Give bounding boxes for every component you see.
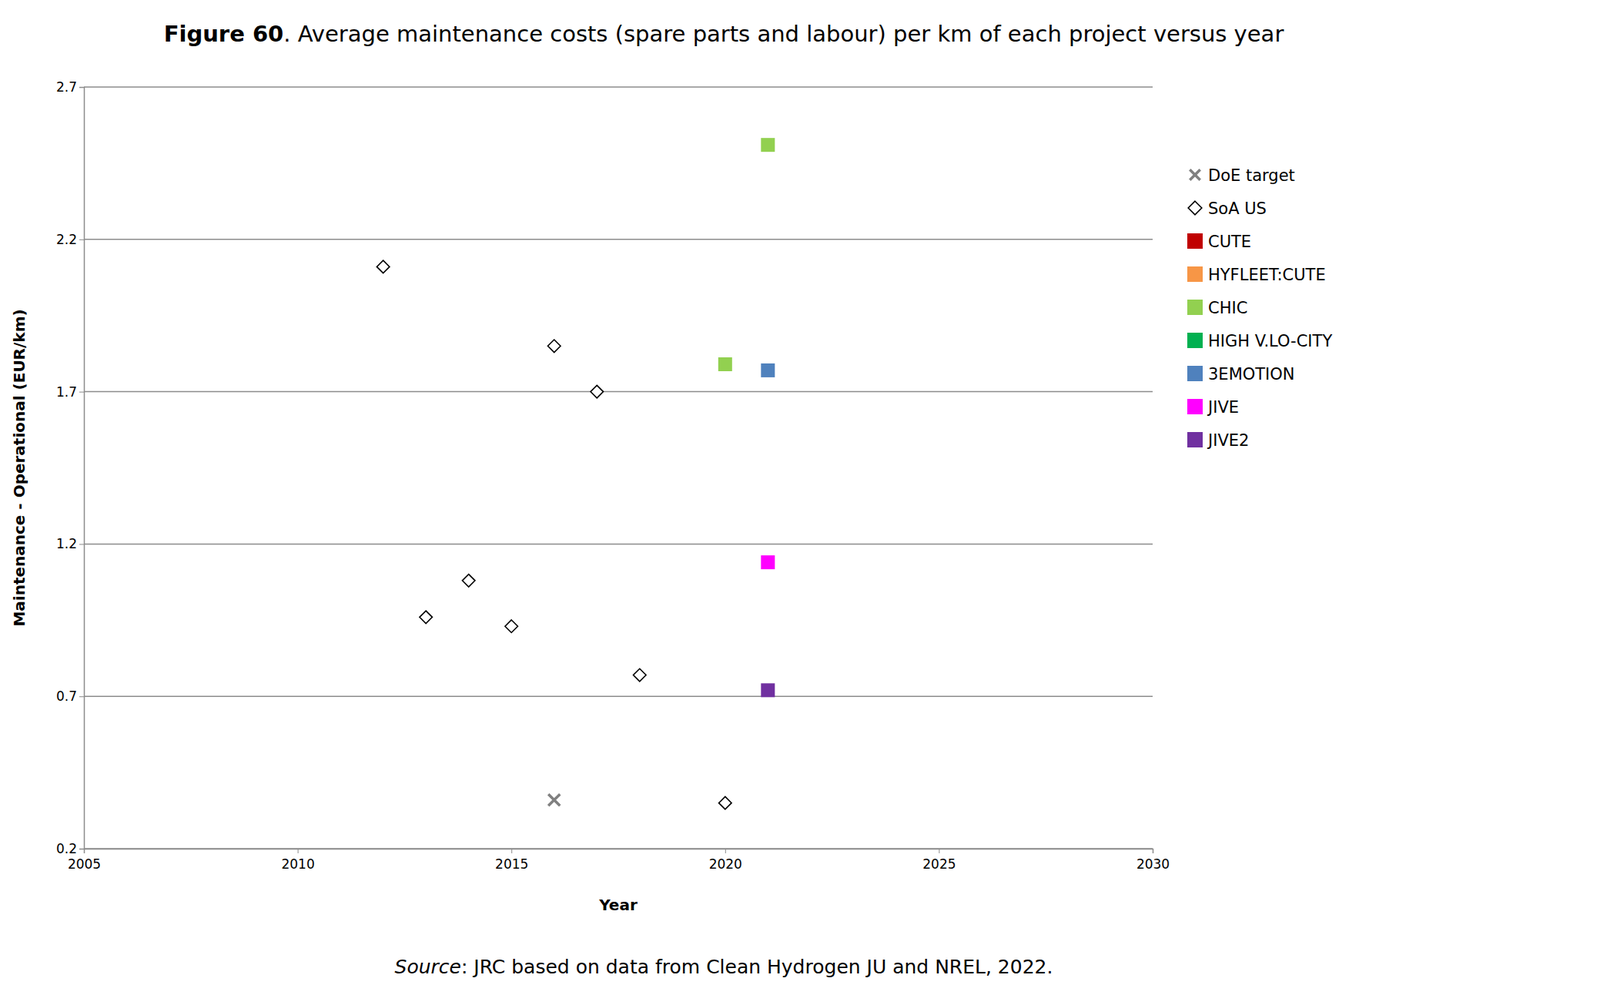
legend-item: CHIC: [1187, 298, 1248, 318]
series: [760, 363, 775, 378]
legend-swatch: [1187, 332, 1203, 349]
y-tick-label: 2.7: [56, 79, 77, 95]
point: [419, 610, 433, 624]
legend-swatch: [1187, 398, 1203, 415]
legend-item: DoE target: [1189, 166, 1296, 185]
y-tick-label: 2.2: [56, 231, 77, 248]
point: [718, 357, 733, 372]
legend-label: DoE target: [1208, 166, 1296, 185]
x-axis: 2005 2010 2015 2020 2025 2030: [67, 848, 1170, 872]
y-tick-mark: [79, 696, 84, 697]
legend-label: HIGH V.LO-CITY: [1208, 331, 1333, 351]
x-tick-label: 2015: [495, 856, 529, 872]
legend-swatch: [1189, 169, 1200, 180]
y-axis-title: Maintenance - Operational (EUR/km): [10, 308, 29, 626]
x-tick: 2015: [495, 848, 529, 872]
grid-line: [83, 86, 1153, 88]
point: [760, 555, 775, 570]
series: [376, 260, 732, 810]
point: [719, 796, 733, 810]
legend-label: 3EMOTION: [1208, 364, 1296, 384]
point: [461, 574, 476, 588]
y-tick-mark: [79, 87, 84, 88]
legend: DoE target SoA US CUTE HYFLEET:CUTE CHIC HIGH…: [1187, 166, 1333, 450]
x-tick-mark: [1152, 848, 1154, 854]
series: [548, 793, 560, 806]
x-tick: 2025: [922, 848, 956, 872]
series: [760, 682, 775, 697]
legend-item: CUTE: [1187, 232, 1252, 252]
point: [547, 339, 561, 353]
x-tick: 2020: [709, 848, 743, 872]
x-tick: 2010: [281, 848, 315, 872]
x-tick-label: 2020: [709, 856, 743, 872]
legend-swatch: [1187, 233, 1203, 249]
y-tick-mark: [79, 391, 84, 393]
y-tick: 1.2: [56, 535, 84, 552]
y-tick: 2.7: [56, 79, 84, 95]
grid-line: [83, 695, 1153, 697]
y-tick: 0.7: [56, 688, 84, 704]
y-tick-mark: [79, 848, 84, 850]
series: [718, 137, 776, 372]
legend-label: SoA US: [1208, 199, 1267, 218]
chart: Figure 60. Average maintenance costs (sp…: [0, 0, 1600, 995]
grid-line: [83, 391, 1153, 393]
grid-line: [83, 543, 1153, 546]
title: Figure 60. Average maintenance costs (sp…: [164, 20, 1285, 47]
points: [376, 137, 775, 810]
point: [376, 260, 390, 274]
point: [760, 137, 775, 152]
legend-label: CUTE: [1208, 232, 1252, 252]
x-axis-title: Year: [598, 895, 638, 914]
point: [760, 682, 775, 697]
y-tick-label: 0.2: [56, 840, 77, 857]
x-tick-label: 2005: [67, 856, 101, 872]
legend-item: 3EMOTION: [1187, 364, 1296, 384]
grid: [83, 87, 1153, 849]
y-tick-label: 1.7: [56, 384, 77, 400]
legend-swatch: [1187, 299, 1203, 315]
legend-label: HYFLEET:CUTE: [1208, 265, 1326, 285]
x-tick-label: 2030: [1136, 856, 1170, 872]
y-tick-mark: [79, 239, 84, 241]
legend-item: HYFLEET:CUTE: [1187, 265, 1326, 285]
legend-item: HIGH V.LO-CITY: [1187, 331, 1333, 351]
point: [505, 619, 519, 633]
x-tick-mark: [938, 848, 940, 854]
y-tick-label: 1.2: [56, 535, 77, 552]
y-tick: 2.2: [56, 231, 84, 248]
legend-item: SoA US: [1188, 199, 1267, 218]
point: [590, 384, 604, 398]
series: [760, 555, 775, 570]
x-axis-line: [84, 849, 1154, 854]
legend-swatch: [1187, 365, 1203, 382]
legend-swatch: [1187, 266, 1203, 282]
point: [633, 668, 647, 682]
legend-swatch: [1188, 200, 1202, 215]
legend-label: JIVE: [1206, 398, 1239, 417]
grid-line: [83, 238, 1153, 241]
source: Source: JRC based on data from Clean Hyd…: [394, 955, 1054, 978]
legend-label: CHIC: [1208, 298, 1248, 318]
y-tick-mark: [79, 543, 84, 545]
x-tick-mark: [725, 848, 727, 854]
x-tick-label: 2010: [281, 856, 315, 872]
y-tick: 1.7: [56, 384, 84, 400]
x-tick-mark: [511, 848, 513, 854]
x-tick-mark: [297, 848, 299, 854]
y-tick-label: 0.7: [56, 688, 77, 704]
x-tick-label: 2025: [922, 856, 956, 872]
x-tick: 2030: [1136, 848, 1170, 872]
y-axis: 0.2 0.7 1.2 1.7 2.2 2.7: [56, 79, 85, 857]
legend-swatch: [1187, 431, 1203, 448]
legend-item: JIVE2: [1187, 431, 1249, 450]
y-axis-line: [79, 87, 85, 850]
point: [760, 363, 775, 378]
point: [548, 793, 560, 806]
legend-item: JIVE: [1187, 398, 1239, 417]
legend-label: JIVE2: [1206, 431, 1249, 450]
y-tick: 0.2: [56, 840, 84, 857]
